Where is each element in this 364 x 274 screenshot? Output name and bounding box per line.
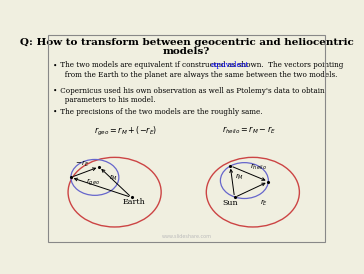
Text: $r_E$: $r_E$ [260, 198, 268, 208]
Text: The precisions of the two models are the roughly same.: The precisions of the two models are the… [58, 108, 263, 116]
Text: •: • [52, 108, 57, 116]
Text: •: • [52, 61, 57, 69]
Text: models?: models? [163, 47, 210, 56]
Text: $r_{helio}$: $r_{helio}$ [250, 162, 267, 172]
Text: $r_{helio} = r_M - r_E$: $r_{helio} = r_M - r_E$ [222, 125, 276, 136]
Text: Copernicus used his own observation as well as Ptolemy's data to obtain
   param: Copernicus used his own observation as w… [58, 87, 325, 104]
Text: $-r_E$: $-r_E$ [75, 159, 89, 169]
Text: equivalent: equivalent [211, 61, 249, 69]
Text: www.slideshare.com: www.slideshare.com [162, 234, 211, 239]
Text: Earth: Earth [123, 198, 146, 206]
Text: Sun: Sun [222, 199, 238, 207]
Text: $r_{geo}$: $r_{geo}$ [86, 176, 100, 188]
Text: $r_{geo} = r_M + (-r_E)$: $r_{geo} = r_M + (-r_E)$ [94, 125, 158, 138]
Text: $r_M$: $r_M$ [234, 172, 244, 182]
Text: $r_M$: $r_M$ [109, 173, 118, 183]
Text: •: • [52, 87, 57, 95]
Text: The two models are equivalent if constructed as shown.  The vectors pointing
   : The two models are equivalent if constru… [58, 61, 344, 79]
Text: Q: How to transform between geocentric and heliocentric: Q: How to transform between geocentric a… [20, 38, 353, 47]
